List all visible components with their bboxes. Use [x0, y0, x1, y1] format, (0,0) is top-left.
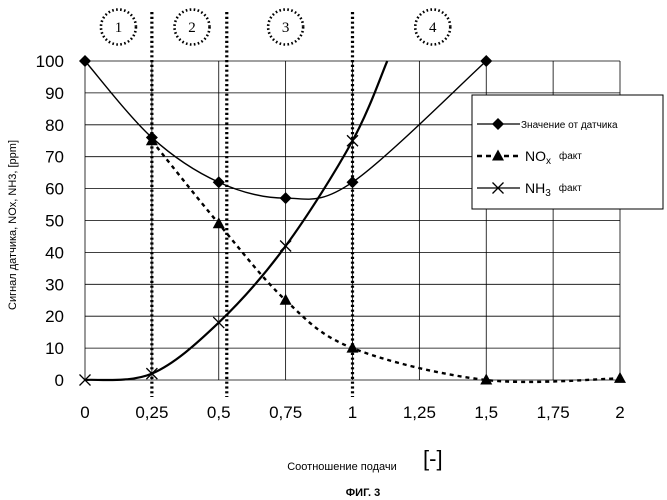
- x-tick-label: 0,75: [269, 403, 302, 422]
- y-tick-label: 20: [45, 307, 64, 326]
- legend-label: Значение от датчика: [521, 120, 618, 131]
- x-tick-label: 1,75: [537, 403, 570, 422]
- y-tick-label: 70: [45, 148, 64, 167]
- y-tick-label: 90: [45, 84, 64, 103]
- x-tick-label: 2: [615, 403, 624, 422]
- data-point-diamond: [280, 192, 292, 204]
- x-tick-label: 0: [80, 403, 89, 422]
- y-tick-label: 40: [45, 243, 64, 262]
- zone-label: 1: [115, 20, 123, 36]
- y-tick-label: 100: [36, 52, 64, 71]
- data-point-diamond: [347, 176, 359, 188]
- y-axis-label: Сигнал датчика, NOx, NH3, [ppm]: [7, 140, 19, 310]
- zone-dividers: 1 2 3 4: [101, 10, 450, 398]
- legend-item: Значение от датчика: [477, 118, 618, 131]
- y-tick-label: 10: [45, 339, 64, 358]
- x-tick-label: 1,25: [403, 403, 436, 422]
- zone-label: 4: [429, 20, 437, 36]
- x-tick-label: 1: [348, 403, 357, 422]
- y-tick-label: 80: [45, 116, 64, 135]
- legend: Значение от датчикаNOxфактNH3факт: [472, 95, 663, 209]
- data-point-triangle: [614, 372, 626, 383]
- x-tick-label: 1,5: [474, 403, 498, 422]
- zone-label: 2: [188, 20, 196, 36]
- data-point-diamond: [213, 176, 225, 188]
- y-tick-label: 30: [45, 275, 64, 294]
- y-tick-label: 60: [45, 180, 64, 199]
- y-tick-label: 50: [45, 212, 64, 231]
- y-tick-label: 0: [55, 371, 64, 390]
- x-axis-label: Соотношение подачи: [287, 461, 397, 473]
- zone-label: 3: [282, 20, 290, 36]
- data-point-triangle: [347, 342, 359, 353]
- x-axis-unit: [-]: [423, 446, 443, 471]
- x-tick-label: 0,5: [207, 403, 231, 422]
- x-tick-label: 0,25: [135, 403, 168, 422]
- figure-caption: ФИГ. 3: [346, 487, 380, 499]
